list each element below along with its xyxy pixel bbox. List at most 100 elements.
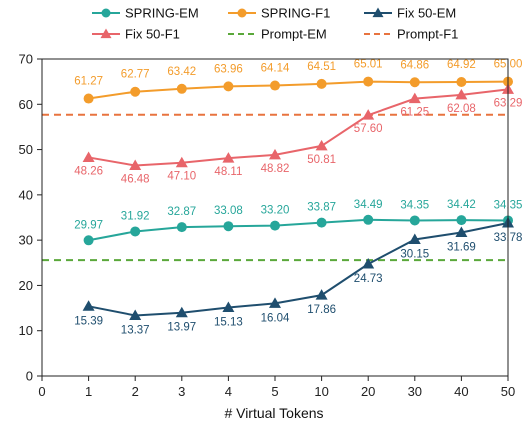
fix-50-f1-data-label: 47.10 <box>167 171 196 183</box>
legend-label: Fix 50-F1 <box>125 27 180 42</box>
spring-em-point <box>409 215 420 226</box>
spring-f1-data-label: 64.86 <box>400 59 429 71</box>
fix-50-em-line <box>88 222 509 317</box>
spring-em-point <box>316 217 327 228</box>
spring-f1-data-label: 63.96 <box>214 63 243 75</box>
fix-50-em-data-label: 15.13 <box>214 316 243 328</box>
y-tick-label: 40 <box>19 187 33 202</box>
fix-50-em-data-label: 24.73 <box>354 273 383 285</box>
y-tick-label: 50 <box>19 142 33 157</box>
spring-f1-point <box>176 83 187 94</box>
spring-em-point <box>270 220 280 231</box>
y-tick-label: 60 <box>19 97 33 112</box>
spring-f1-point <box>456 77 467 88</box>
fix-50-em-data-label: 13.97 <box>167 322 196 334</box>
axes: 0 10 20 30 40 50 60 70 0 1 2 3 4 5 10 20 30 40 50 <box>19 52 516 400</box>
legend-marker <box>372 7 384 18</box>
spring-f1-point <box>130 86 141 97</box>
x-tick-label: 20 <box>361 384 375 399</box>
fix-50-em-point <box>129 309 142 320</box>
legend-marker <box>101 8 111 18</box>
spring-em-data-label: 33.20 <box>261 205 290 217</box>
spring-em-line <box>88 218 509 242</box>
legend-label: Fix 50-EM <box>397 6 456 21</box>
y-tick-label: 10 <box>19 323 33 338</box>
spring-f1-data-label: 64.51 <box>307 61 336 73</box>
legend-item-spring-em: SPRING-EM <box>92 6 199 21</box>
fix-50-f1-data-label: 46.48 <box>121 174 150 186</box>
fix-50-em-point <box>82 300 95 311</box>
fix-50-em-data-label: 31.69 <box>447 241 476 253</box>
plot-frame <box>41 58 509 377</box>
fix-50-f1-point <box>408 92 421 104</box>
spring-em-data-label: 33.08 <box>214 205 243 217</box>
spring-f1-data-label: 64.14 <box>261 63 290 75</box>
fix-50-f1-point <box>82 151 95 162</box>
fix-50-em-point <box>315 289 328 300</box>
spring-f1-data-label: 62.77 <box>121 69 150 81</box>
fix-50-f1-point <box>129 159 142 171</box>
legend-item-prompt-em: Prompt-EM <box>228 27 327 42</box>
spring-f1-data-label: 64.92 <box>447 59 476 71</box>
legend-item-fix-50-f1: Fix 50-F1 <box>92 27 180 42</box>
fix-50-em-point <box>362 258 375 269</box>
legend-label: SPRING-EM <box>125 6 199 21</box>
x-tick-label: 5 <box>271 384 278 399</box>
spring-em-data-label: 34.35 <box>400 199 429 211</box>
fix-50-f1-data-label: 48.82 <box>261 163 290 175</box>
legend: SPRING-EM SPRING-F1 Fix 50-EM Fix 50-F1 Prom… <box>92 6 458 42</box>
x-tick-label: 2 <box>132 384 139 399</box>
fix-50-em-data-label: 16.04 <box>261 312 290 324</box>
fix-50-f1-point <box>362 109 375 120</box>
fix-50-f1-data-label: 57.60 <box>354 123 383 135</box>
fix-50-em-point <box>408 233 421 244</box>
legend-label: Prompt-F1 <box>397 27 458 42</box>
fix-50-f1-line <box>88 88 509 167</box>
legend-item-spring-f1: SPRING-F1 <box>228 6 330 21</box>
fix-50-f1-point <box>455 88 468 100</box>
fix-50-f1-data-label: 48.11 <box>214 166 242 178</box>
spring-f1-point <box>363 76 374 87</box>
fix-50-em-point <box>269 297 281 308</box>
legend-label: Prompt-EM <box>261 27 327 42</box>
y-tick-label: 70 <box>19 52 33 67</box>
series-lines <box>88 80 509 317</box>
fix-50-f1-data-label: 61.25 <box>400 107 429 119</box>
fix-50-f1-data-label: 62.08 <box>447 103 476 115</box>
spring-em-data-label: 34.49 <box>354 199 383 211</box>
x-tick-label: 30 <box>408 384 422 399</box>
fix-50-f1-point <box>175 156 188 168</box>
reference-lines <box>42 113 508 262</box>
spring-f1-data-label: 65.01 <box>354 59 383 71</box>
legend-label: SPRING-F1 <box>261 6 330 21</box>
spring-em-point <box>363 214 374 225</box>
x-tick-label: 1 <box>85 384 92 399</box>
spring-em-point <box>130 226 141 237</box>
spring-em-data-label: 32.87 <box>167 206 196 218</box>
y-tick-label: 20 <box>19 278 33 293</box>
spring-em-data-label: 33.87 <box>307 202 336 214</box>
spring-em-data-label: 31.92 <box>121 210 150 222</box>
x-axis-title: # Virtual Tokens <box>224 405 323 421</box>
y-tick-label: 30 <box>19 233 33 248</box>
fix-50-em-point <box>455 226 468 237</box>
y-tick-label: 0 <box>26 369 33 384</box>
fix-50-f1-data-label: 50.81 <box>307 154 336 166</box>
fix-50-em-data-label: 30.15 <box>400 248 429 260</box>
fix-50-f1-point <box>315 139 328 151</box>
fix-50-em-data-label: 13.37 <box>121 324 150 336</box>
fix-50-em-point <box>222 301 235 312</box>
data-labels: 29.97 31.92 32.87 33.08 33.20 33.87 34.49 34.35… <box>74 59 522 337</box>
legend-marker <box>237 8 247 18</box>
series-markers <box>82 76 514 320</box>
spring-f1-point <box>83 93 94 104</box>
spring-f1-data-label: 61.27 <box>74 76 103 88</box>
spring-em-point <box>176 222 187 233</box>
fix-50-em-data-label: 15.39 <box>74 315 103 327</box>
fix-50-f1-point <box>222 152 235 163</box>
legend-item-fix-50-em: Fix 50-EM <box>364 6 456 21</box>
spring-em-data-label: 29.97 <box>74 219 103 231</box>
x-tick-label: 50 <box>501 384 515 399</box>
fix-50-f1-data-label: 48.26 <box>74 165 103 177</box>
x-tick-label: 4 <box>225 384 232 399</box>
